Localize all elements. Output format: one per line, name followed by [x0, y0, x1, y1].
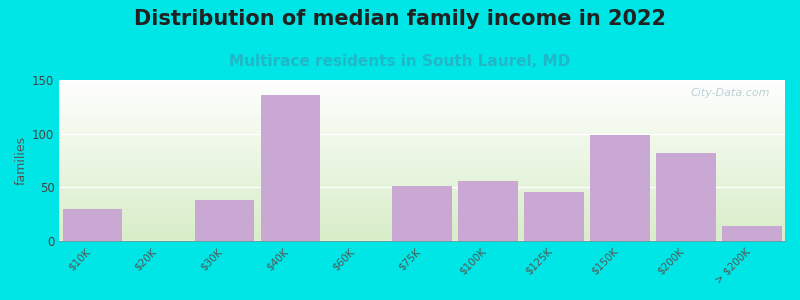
- Y-axis label: families: families: [15, 136, 28, 185]
- Bar: [261, 95, 320, 241]
- Bar: [590, 135, 650, 241]
- Text: City-Data.com: City-Data.com: [691, 88, 770, 98]
- Bar: [656, 153, 716, 241]
- Bar: [62, 209, 122, 241]
- Bar: [393, 186, 452, 241]
- Bar: [458, 181, 518, 241]
- Bar: [722, 226, 782, 241]
- Bar: [194, 200, 254, 241]
- Text: Distribution of median family income in 2022: Distribution of median family income in …: [134, 9, 666, 29]
- Text: Multirace residents in South Laurel, MD: Multirace residents in South Laurel, MD: [230, 54, 570, 69]
- Bar: [524, 192, 584, 241]
